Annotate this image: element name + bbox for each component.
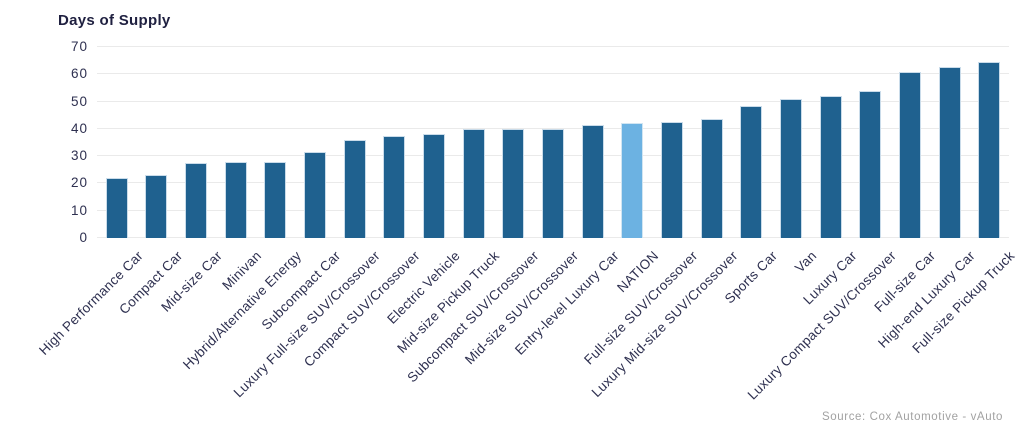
bar-slot [613,47,653,238]
source-attribution: Source: Cox Automotive - vAuto [822,411,1003,423]
bars-layer [97,47,1009,238]
bar-slot [414,47,454,238]
bar [661,122,684,238]
y-tick-label: 30 [70,148,88,164]
y-tick-label: 70 [70,39,88,54]
bar [383,135,406,238]
y-tick-label: 60 [70,66,88,82]
gridline [97,73,1009,75]
bar-slot [176,47,216,238]
bar-slot [295,47,335,238]
bar [502,128,525,238]
bar-slot [256,47,296,238]
bar-slot [652,47,692,238]
bar [185,162,208,238]
bar [581,124,604,238]
y-tick-label: 20 [70,175,88,191]
bar-slot [732,47,772,238]
x-tick-label: Van [792,248,820,276]
bar-slot [335,47,375,238]
bar [224,161,247,238]
bar [938,67,961,238]
gridline [97,127,1009,129]
chart-title: Days of Supply [58,12,171,29]
bar [779,98,802,238]
y-axis: 0 10 20 30 40 50 60 70 [0,40,88,245]
gridline [97,100,1009,102]
bar-slot [890,47,930,238]
x-tick-label: Luxury Mid-size SUV/Crossover [588,248,741,401]
bar-slot [375,47,415,238]
y-tick-label: 50 [70,93,88,109]
bar-slot [850,47,890,238]
x-axis: High Performance Car Compact Car Mid-size … [36,238,1018,418]
bar [343,139,366,238]
bar-slot [930,47,970,238]
x-tick-label: Luxury Full-size SUV/Crossover [231,248,384,401]
gridline [97,46,1009,47]
bar-slot [771,47,811,238]
y-tick-label: 40 [70,120,88,136]
bar-slot [216,47,256,238]
y-tick-label: 10 [70,202,88,218]
bar-slot [811,47,851,238]
bar-slot [494,47,534,238]
bar [898,71,921,238]
bar-slot [533,47,573,238]
bar [819,96,842,238]
bar [859,90,882,238]
bar [700,119,723,238]
bar [423,134,446,238]
bar-slot [573,47,613,238]
plot-area [97,46,1009,238]
bar-slot [454,47,494,238]
bar [462,128,485,238]
bar [105,177,128,238]
bar-slot [97,47,137,238]
bar-highlight [621,123,644,238]
bar [264,161,287,238]
bar [542,128,565,238]
bar [145,175,168,238]
bar-slot [137,47,177,238]
bar-slot [692,47,732,238]
bar [304,152,327,238]
bar-slot [969,47,1009,238]
bar [978,62,1001,238]
bar [740,105,763,238]
y-tick-label: 0 [79,230,88,245]
